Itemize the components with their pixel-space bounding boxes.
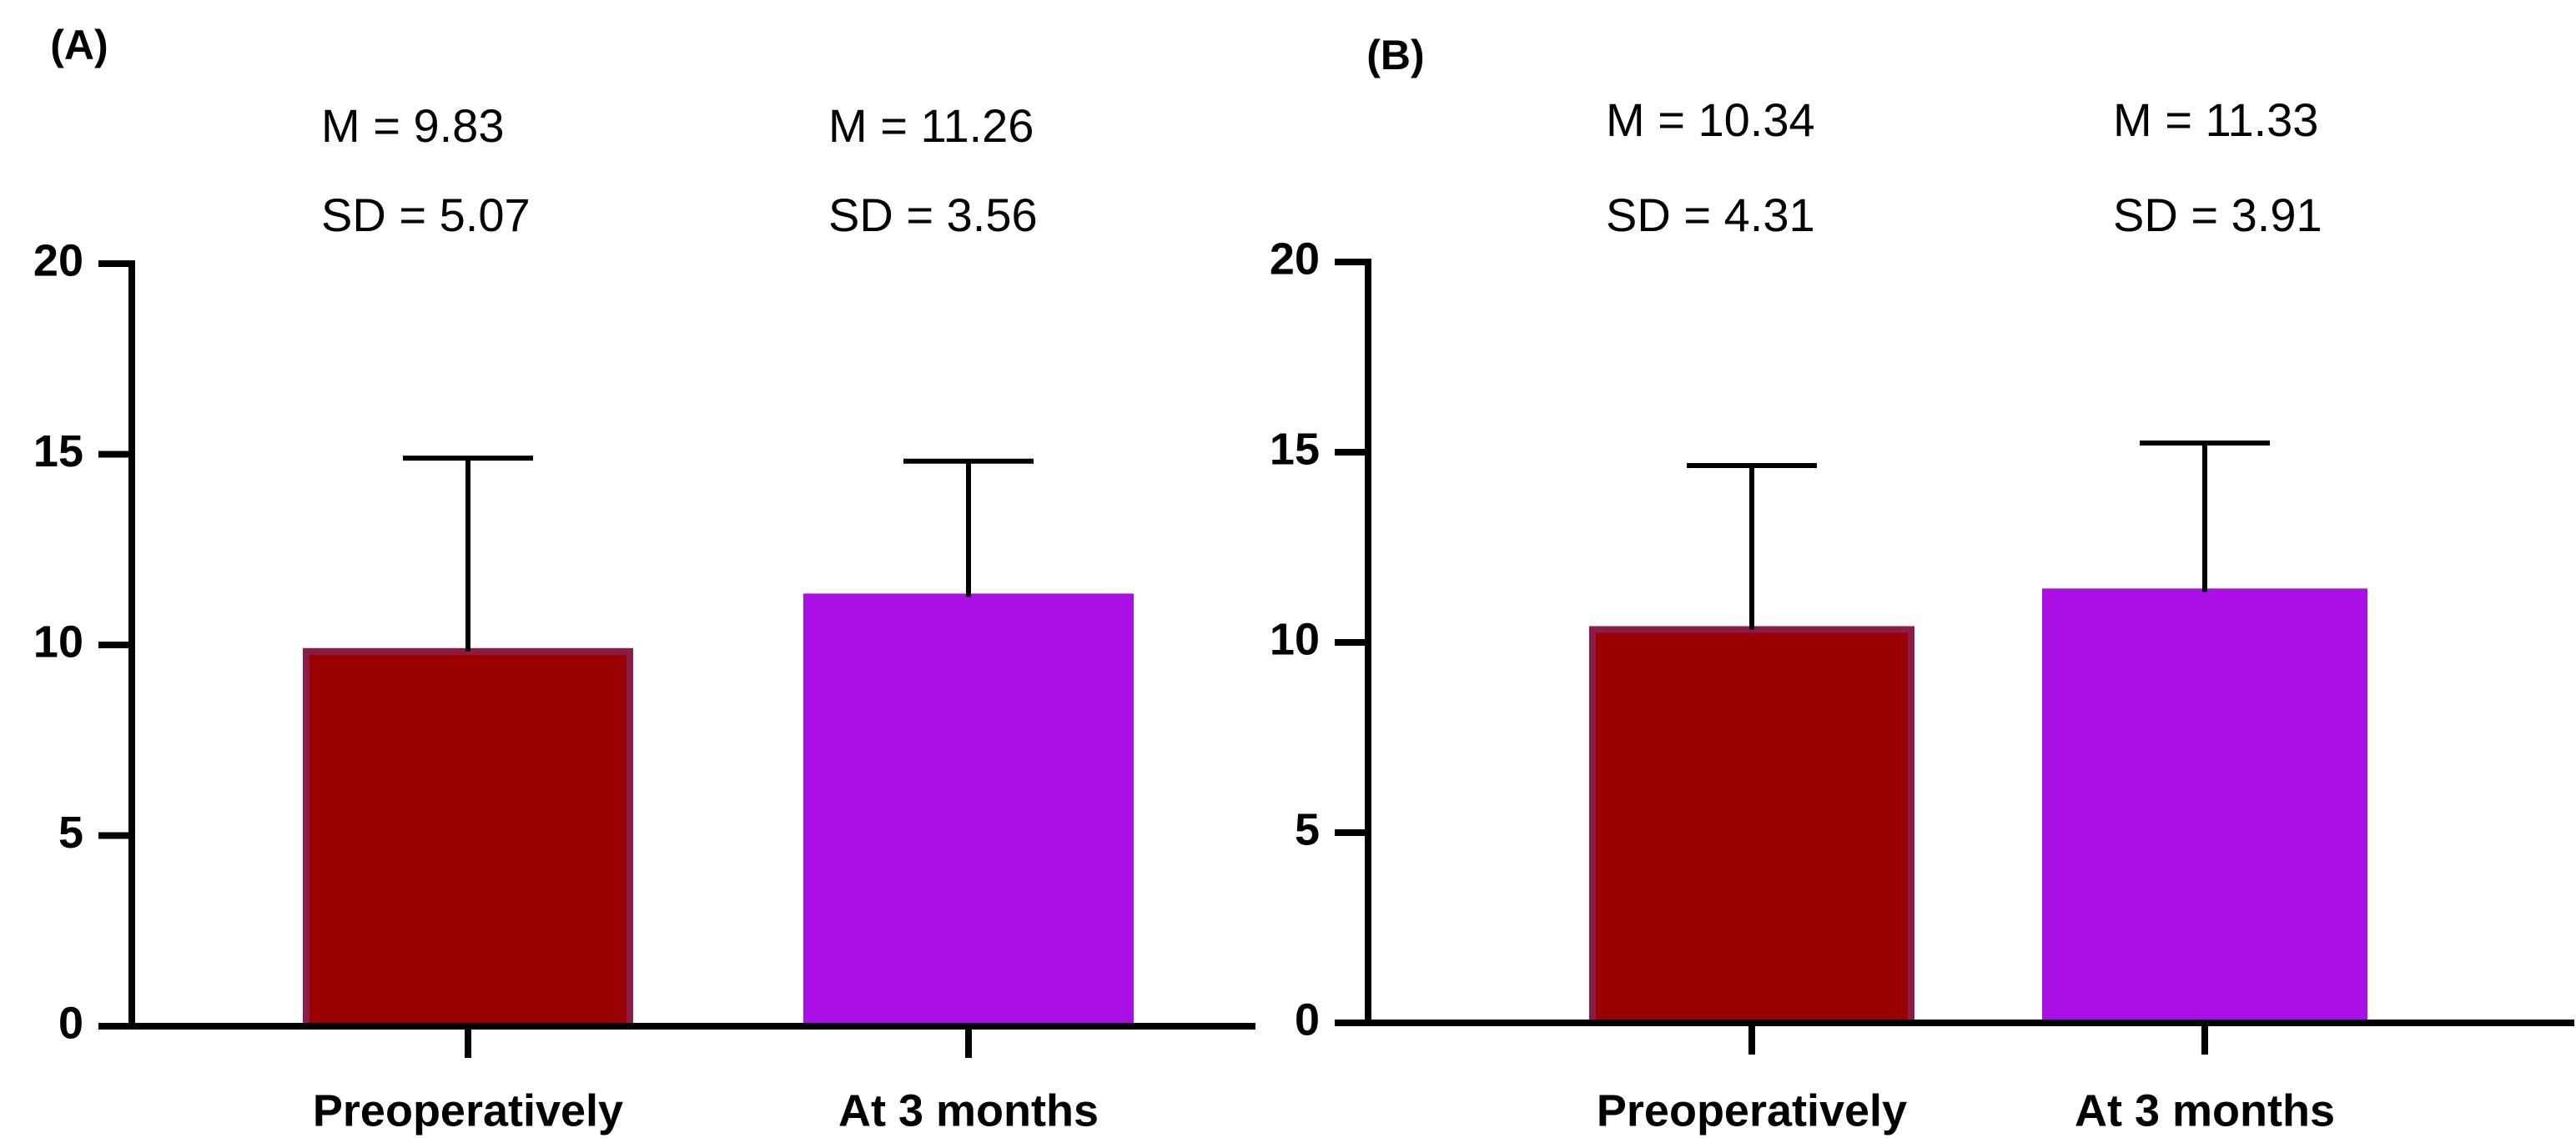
- y-tick-label: 0: [1295, 994, 1320, 1045]
- y-tick-label: 10: [33, 617, 83, 667]
- y-tick-label: 0: [58, 998, 83, 1048]
- chart-panel-b: (B) M = 10.34 SD = 4.31 Preoperatively M = 1…: [1270, 32, 2574, 1135]
- mean-annotation: M = 9.83: [321, 99, 504, 152]
- mean-annotation: M = 10.34: [1606, 93, 1815, 146]
- x-tick-label: Preoperatively: [1597, 1085, 1907, 1135]
- y-tick-label: 5: [58, 808, 83, 858]
- x-tick-label: Preoperatively: [313, 1085, 623, 1135]
- bar-preoperatively: [303, 647, 633, 1030]
- sd-annotation: SD = 3.91: [2113, 189, 2322, 241]
- chart-panel-a: (A) M = 9.83 SD = 5.07 Preoperatively M = 11…: [33, 22, 1255, 1135]
- panel-label: (B): [1366, 32, 1424, 78]
- bar-at-3-months: [803, 593, 1134, 1030]
- y-tick-label: 15: [33, 426, 83, 476]
- mean-annotation: M = 11.26: [828, 99, 1034, 152]
- sd-annotation: SD = 5.07: [321, 189, 531, 241]
- mean-annotation: M = 11.33: [2113, 93, 2318, 146]
- panel-label: (A): [50, 22, 108, 68]
- y-tick-label: 20: [33, 235, 83, 285]
- sd-annotation: SD = 3.56: [828, 189, 1038, 241]
- bar-preoperatively: [1589, 626, 1914, 1026]
- y-tick-label: 15: [1270, 424, 1320, 474]
- bar-at-3-months: [2042, 588, 2367, 1026]
- y-tick-label: 10: [1270, 614, 1320, 664]
- y-tick-label: 20: [1270, 234, 1320, 284]
- x-tick-label: At 3 months: [838, 1085, 1099, 1135]
- x-tick-label: At 3 months: [2075, 1085, 2335, 1135]
- y-tick-label: 5: [1295, 804, 1320, 854]
- sd-annotation: SD = 4.31: [1606, 189, 1815, 241]
